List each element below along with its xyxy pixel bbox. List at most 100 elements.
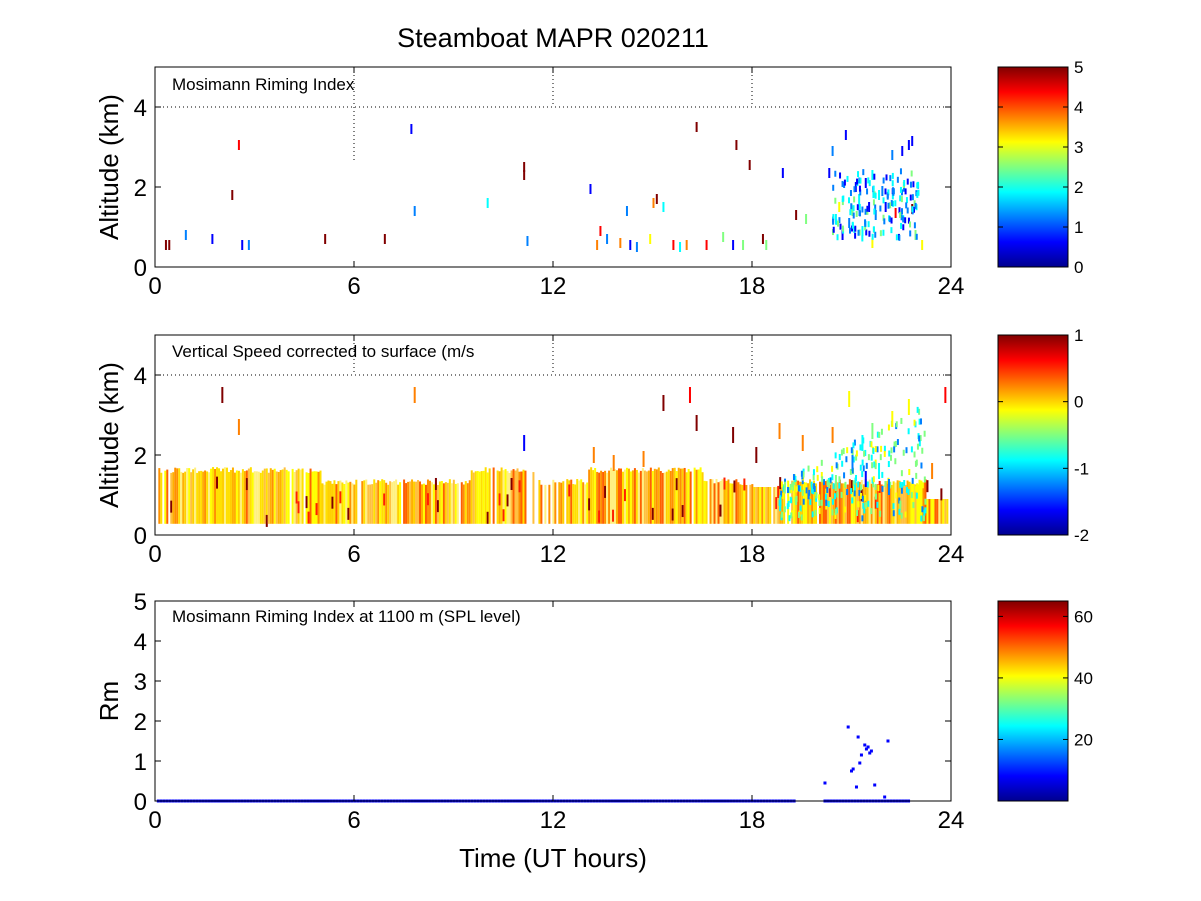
heatmap-column: [343, 484, 346, 524]
heatmap-column: [361, 481, 364, 524]
heatmap-column: [860, 479, 863, 524]
heatmap-column: [643, 470, 646, 524]
heatmap-column: [216, 467, 219, 524]
heatmap-cell: [880, 428, 883, 435]
heatmap-column: [765, 487, 768, 524]
heatmap-cell: [827, 478, 830, 485]
heatmap-cell: [743, 478, 746, 491]
heatmap-cell: [879, 205, 882, 212]
heatmap-column: [741, 484, 744, 524]
heatmap-column: [269, 468, 272, 524]
heatmap-column: [182, 472, 185, 524]
heatmap-cell: [612, 509, 615, 522]
heatmap-cell: [523, 435, 526, 451]
panel1-axes-frame: [154, 66, 952, 268]
heatmap-column: [428, 480, 431, 524]
heatmap-column: [584, 484, 587, 524]
heatmap-cell: [888, 216, 891, 223]
heatmap-cell: [779, 477, 782, 490]
heatmap-cell: [827, 501, 830, 508]
heatmap-column: [884, 482, 887, 524]
heatmap-column: [315, 471, 318, 524]
heatmap-cell: [843, 472, 846, 479]
heatmap-cell: [784, 478, 787, 485]
heatmap-cell: [871, 477, 874, 484]
heatmap-column: [188, 468, 191, 524]
heatmap-cell: [849, 468, 852, 475]
heatmap-column: [896, 480, 899, 524]
heatmap-cell: [619, 238, 622, 248]
heatmap-cell: [861, 459, 864, 466]
heatmap-cell: [907, 217, 910, 224]
y-tick-label: 0: [134, 523, 147, 550]
heatmap-cell: [874, 192, 877, 199]
heatmap-column: [202, 471, 205, 524]
heatmap-column: [608, 470, 611, 524]
heatmap-cell: [245, 478, 248, 491]
panel2-heatmap: [158, 387, 949, 527]
heatmap-column: [198, 471, 201, 524]
heatmap-cell: [857, 229, 860, 236]
heatmap-column: [665, 471, 668, 524]
heatmap-column: [229, 470, 232, 524]
heatmap-column: [261, 470, 264, 524]
heatmap-cell: [834, 197, 837, 204]
heatmap-cell: [825, 503, 828, 510]
heatmap-column: [206, 471, 209, 524]
heatmap-cell: [815, 492, 818, 499]
heatmap-cell: [858, 203, 861, 210]
heatmap-column: [327, 480, 330, 524]
heatmap-column: [663, 472, 666, 524]
heatmap-cell: [881, 471, 884, 478]
heatmap-column: [938, 499, 941, 524]
heatmap-column: [450, 483, 453, 524]
heatmap-column: [888, 484, 891, 524]
heatmap-cell: [907, 399, 910, 415]
heatmap-column: [618, 468, 621, 524]
heatmap-column: [279, 470, 282, 524]
scatter-point: [859, 753, 863, 757]
heatmap-column: [184, 471, 187, 524]
heatmap-column: [844, 484, 847, 524]
heatmap-cell: [853, 186, 856, 193]
heatmap-cell: [900, 512, 903, 519]
heatmap-cell: [856, 178, 859, 185]
heatmap-column: [840, 483, 843, 524]
heatmap-column: [180, 471, 183, 524]
heatmap-cell: [805, 487, 808, 494]
heatmap-column: [805, 482, 808, 524]
heatmap-column: [886, 481, 889, 524]
heatmap-cell: [857, 481, 860, 488]
heatmap-cell: [870, 508, 873, 515]
heatmap-cell: [849, 209, 852, 216]
heatmap-cell: [872, 185, 875, 192]
heatmap-cell: [881, 485, 884, 492]
panel-riming-1100m: Mosimann Riming Index at 1100 m (SPL lev…: [94, 589, 1093, 834]
heatmap-column: [659, 471, 662, 524]
heatmap-cell: [866, 208, 869, 215]
heatmap-column: [868, 479, 871, 524]
heatmap-cell: [912, 181, 915, 188]
heatmap-cell: [900, 214, 903, 221]
heatmap-cell: [814, 509, 817, 516]
heatmap-column: [220, 471, 223, 524]
heatmap-cell: [866, 205, 869, 212]
colorbar-tick-label: 60: [1074, 607, 1093, 626]
heatmap-cell: [216, 476, 219, 489]
heatmap-column: [906, 480, 909, 524]
heatmap-column: [323, 484, 326, 524]
heatmap-cell: [807, 493, 810, 500]
heatmap-cell: [898, 508, 901, 515]
heatmap-column: [325, 481, 328, 524]
heatmap-cell: [887, 189, 890, 196]
heatmap-cell: [801, 478, 804, 485]
heatmap-cell: [791, 482, 794, 489]
heatmap-cell: [898, 207, 901, 214]
heatmap-column: [355, 479, 358, 524]
heatmap-cell: [849, 190, 852, 197]
y-tick-label: 0: [134, 789, 147, 816]
heatmap-column: [448, 479, 451, 524]
heatmap-cell: [867, 454, 870, 461]
